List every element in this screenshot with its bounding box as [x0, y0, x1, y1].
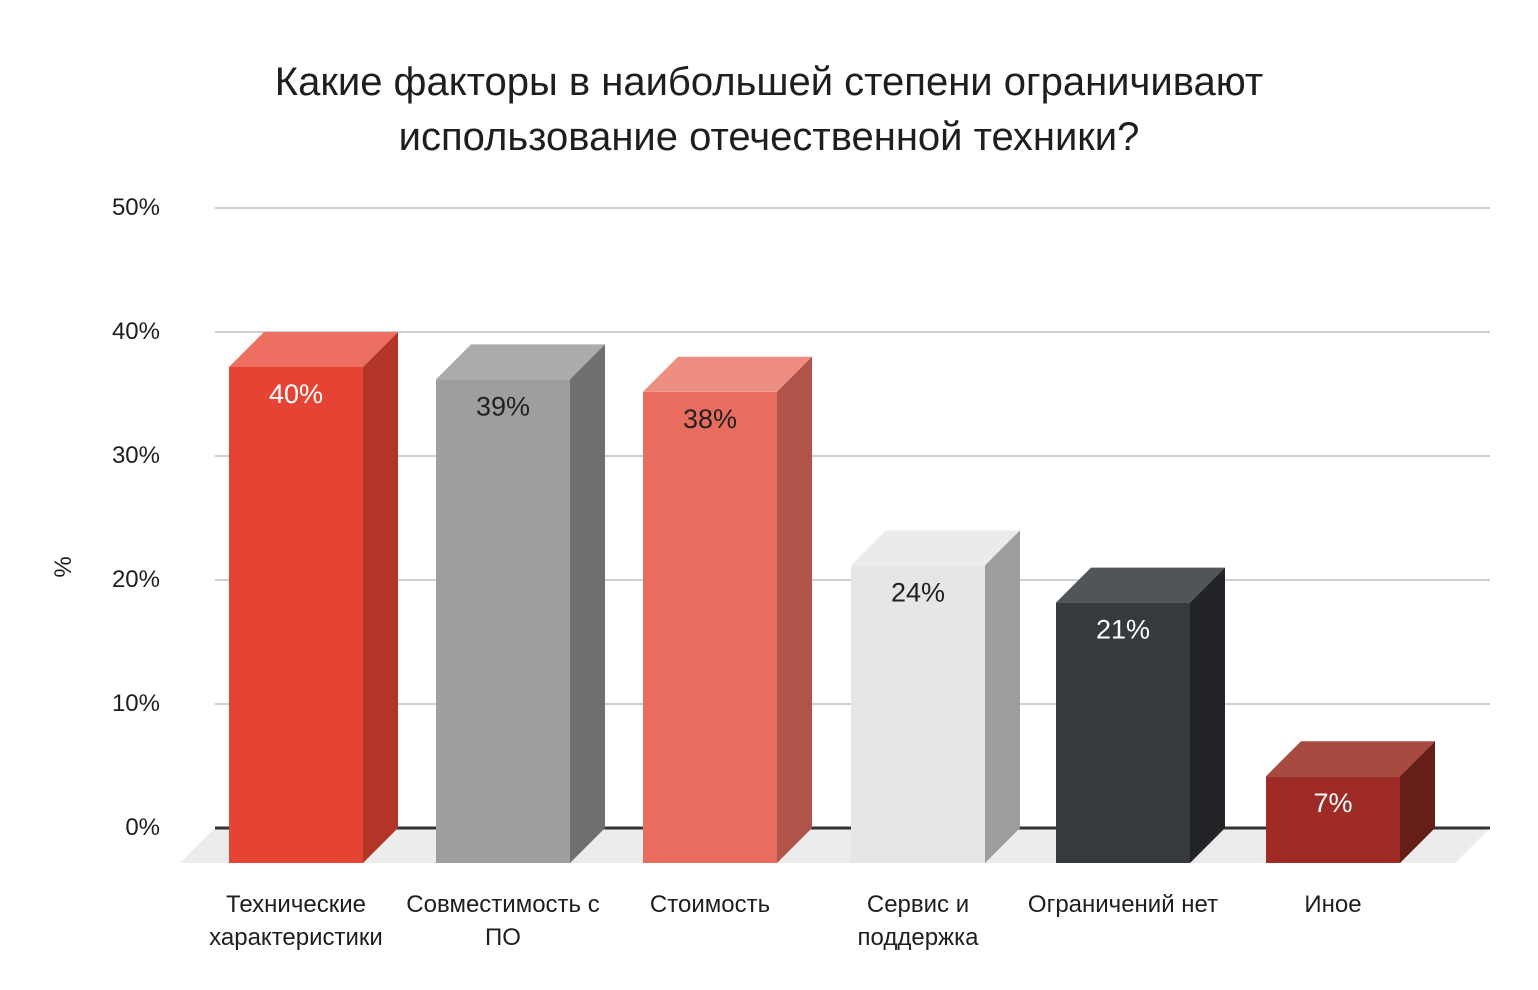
x-category-label: Технические характеристики [209, 891, 383, 951]
y-tick-label: 50% [111, 194, 160, 221]
bar-front-face [1266, 776, 1400, 863]
bar-6[interactable]: 7% [1266, 741, 1435, 863]
chart-title-line-1: Какие факторы в наибольшей степени огран… [274, 60, 1264, 104]
bar-4[interactable]: 24% [851, 530, 1020, 863]
bar-value-label: 40% [269, 379, 323, 409]
bar-front-face [229, 367, 363, 863]
bar-top-face [851, 530, 1020, 566]
x-category-label: Сервис и поддержка [857, 891, 979, 951]
bar-front-face [1056, 602, 1190, 863]
bar-value-label: 24% [891, 577, 945, 607]
bar-side-face [1190, 567, 1225, 863]
y-tick-label: 40% [111, 318, 160, 345]
bar-side-face [985, 530, 1020, 863]
bar-top-face [643, 356, 812, 392]
bar-3[interactable]: 38% [643, 356, 812, 863]
bar-top-face [1056, 567, 1225, 603]
bar-value-label: 39% [476, 391, 530, 421]
bar-value-label: 38% [683, 404, 737, 434]
y-tick-label: 10% [111, 690, 160, 717]
x-category-label: Ограничений нет [1027, 891, 1219, 918]
x-category-label: Совместимость с ПО [406, 891, 600, 951]
y-tick-label: 30% [111, 442, 160, 469]
bar-2[interactable]: 39% [436, 344, 605, 863]
y-tick-label: 20% [111, 566, 160, 593]
bar-side-face [363, 332, 398, 863]
bar-top-face [436, 344, 605, 380]
x-category-label: Иное [1304, 891, 1362, 918]
bar-top-face [229, 332, 398, 367]
bar-side-face [777, 356, 812, 863]
bar-front-face [643, 391, 777, 863]
y-tick-label: 0% [125, 814, 160, 841]
bar-side-face [1400, 741, 1435, 863]
bar-value-label: 7% [1313, 788, 1352, 818]
x-category-label: Стоимость [649, 891, 771, 918]
bar-front-face [851, 565, 985, 863]
chart-title-line-2: использование отечественной техники? [398, 115, 1140, 159]
bar-top-face [1266, 741, 1435, 777]
bar-front-face [436, 379, 570, 863]
bar-value-label: 21% [1096, 615, 1150, 645]
bar-side-face [570, 344, 605, 863]
chart-title: Какие факторы в наибольшей степени огран… [0, 55, 1538, 165]
bar-1[interactable]: 40% [229, 332, 398, 863]
bar-5[interactable]: 21% [1056, 567, 1225, 863]
